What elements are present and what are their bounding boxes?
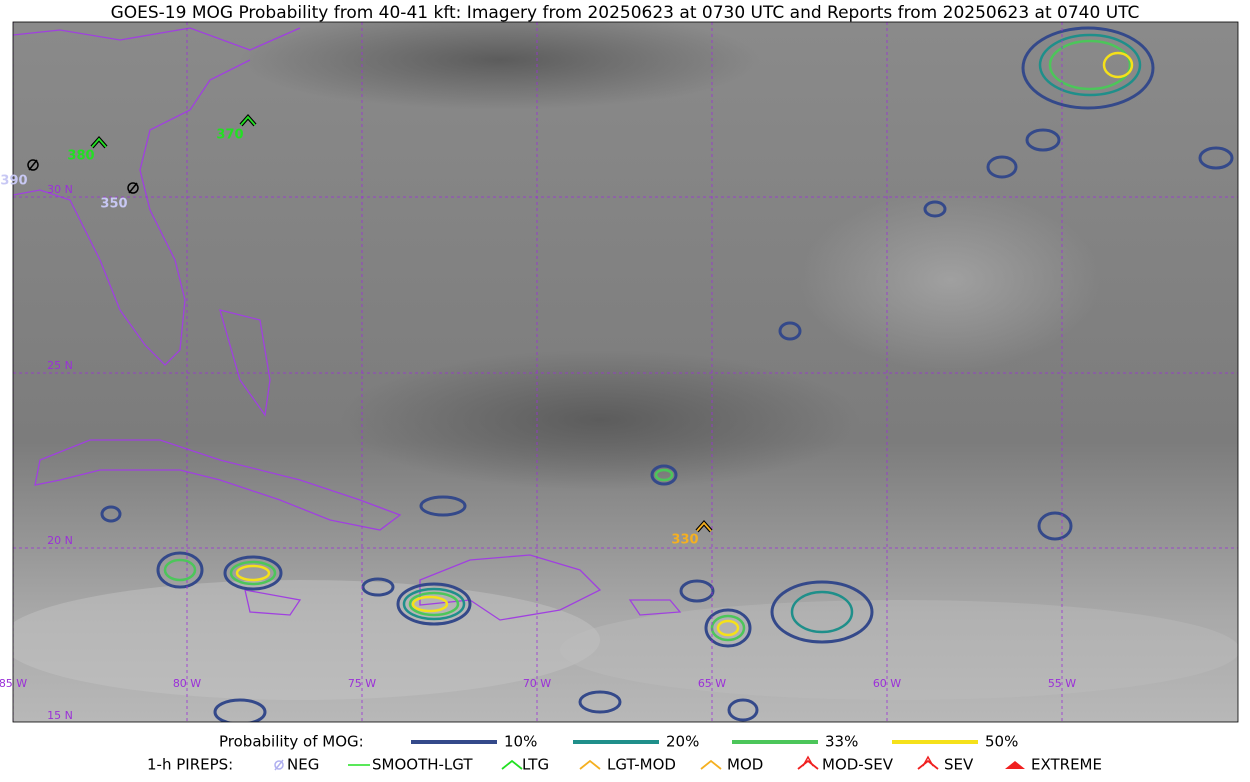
legend-icon [501, 759, 523, 770]
legend-icon [274, 759, 284, 771]
pirep-label: 350 [100, 197, 127, 212]
coastline [219, 309, 682, 616]
pirep-icon [240, 115, 256, 126]
lat-label: 30 N [47, 183, 73, 196]
cloud-band [13, 580, 600, 700]
lon-label: 80 W [173, 677, 201, 690]
legend-title: Probability of MOG: [219, 733, 364, 751]
pirep-icon [128, 182, 138, 194]
legend-label: EXTREME [1031, 756, 1102, 774]
pirep-icon [127, 182, 139, 194]
pirep-label: 380 [67, 149, 94, 164]
lon-label: 70 W [523, 677, 551, 690]
contour [650, 464, 678, 486]
pirep-label: 330 [671, 533, 698, 548]
contour [361, 577, 395, 597]
coastline [419, 554, 602, 621]
lon-label: 65 W [698, 677, 726, 690]
contour [163, 558, 197, 582]
cloud-band [560, 600, 1238, 700]
legend-label: 50% [985, 733, 1018, 751]
contour [679, 579, 715, 603]
contour [100, 505, 122, 523]
graticule [13, 22, 1238, 722]
lon-label: 75 W [348, 677, 376, 690]
contour [1025, 128, 1061, 152]
legend-label: MOD-SEV [822, 756, 894, 774]
cloud-swirl [800, 190, 1100, 370]
contour [1198, 146, 1234, 170]
pirep-label: 390 [0, 174, 27, 189]
lon-label: 85 W [0, 677, 27, 690]
legend-icon [579, 759, 601, 770]
legend-label: 20% [666, 733, 699, 751]
pirep-icon [91, 137, 107, 148]
legend-label: MOD [727, 756, 763, 774]
legend-label: 33% [825, 733, 858, 751]
contour [419, 495, 467, 517]
legend-icon [802, 755, 814, 767]
contour [229, 560, 277, 586]
contour [770, 580, 874, 644]
contour [704, 608, 752, 648]
pirep-icon [696, 521, 712, 532]
contour [213, 698, 267, 722]
legend-icon [922, 755, 934, 767]
pirep-label: 370 [216, 128, 243, 143]
map-labels: 30 N 25 N 20 N 15 N 85 W 80 W 75 W 70 W 65 W 60 W… [0, 113, 1076, 722]
contour [1021, 26, 1155, 110]
contour [923, 200, 947, 218]
lon-label: 60 W [873, 677, 901, 690]
contour [402, 587, 466, 621]
pirep-icon [28, 159, 38, 171]
legend-label: LGT-MOD [607, 756, 676, 774]
coastlines [13, 27, 682, 621]
contour [396, 582, 472, 626]
mog-contours [100, 26, 1234, 722]
map-frame [12, 21, 1239, 723]
legend-label: NEG [287, 756, 319, 774]
contour [778, 321, 802, 341]
lat-label: 20 N [47, 534, 73, 547]
dry-band [240, 22, 760, 110]
contour [578, 690, 622, 714]
pirep-icon [27, 159, 39, 171]
legend-icon [917, 759, 939, 770]
contour [1048, 39, 1132, 91]
contour [790, 590, 854, 634]
title: GOES-19 MOG Probability from 40-41 kft: … [111, 3, 1140, 23]
legend-title: 1-h PIREPS: [147, 756, 233, 774]
lon-label: 55 W [1048, 677, 1076, 690]
contour [408, 591, 460, 617]
contour [411, 595, 449, 613]
contour [156, 551, 204, 589]
legend-icon [797, 759, 819, 770]
legend-icon [1005, 761, 1025, 769]
map [13, 22, 1238, 722]
contour [1102, 51, 1134, 79]
lat-label: 25 N [47, 359, 73, 372]
legend-label: SEV [944, 756, 974, 774]
legend-label: 10% [504, 733, 537, 751]
legend-icon [274, 760, 284, 770]
legend-icon [700, 759, 722, 770]
contour [654, 468, 674, 482]
contour [223, 555, 283, 591]
contour [1038, 33, 1142, 97]
contour [986, 155, 1018, 179]
lat-label: 15 N [47, 709, 73, 722]
contour [727, 698, 759, 722]
contour [1037, 511, 1073, 541]
legend-label: SMOOTH-LGT [372, 756, 473, 774]
coastline [13, 27, 301, 366]
dry-band [340, 350, 860, 490]
legend-label: LTG [522, 756, 549, 774]
coastline [34, 439, 402, 531]
contour [716, 619, 740, 637]
contour [235, 564, 271, 582]
legend: Probability of MOG: 10% 20% 33% 50% 1-h PIREP… [147, 733, 1102, 774]
